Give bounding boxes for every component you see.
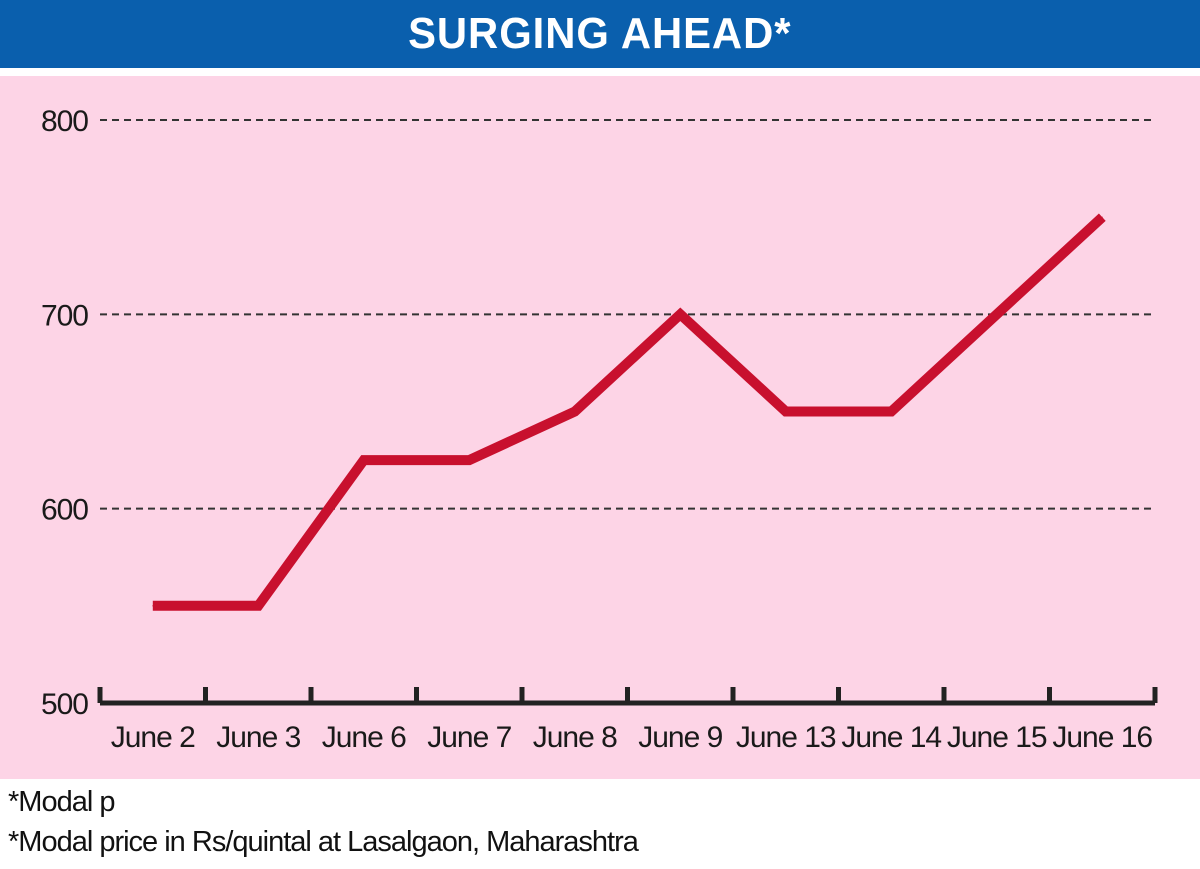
- data-point: [152, 605, 154, 607]
- data-point: [468, 459, 470, 461]
- x-tick-label: June 6: [322, 721, 406, 754]
- gridlines: [100, 119, 1155, 510]
- data-point: [363, 459, 365, 461]
- x-tick-label: June 9: [638, 721, 722, 754]
- x-tick-label: June 16: [1052, 721, 1152, 754]
- x-tick-label: June 14: [841, 721, 941, 754]
- x-axis-tick-labels: June 2 June 3 June 6 June 7 June 8 June 9 June…: [111, 721, 1154, 754]
- x-tick-label: June 7: [427, 721, 511, 754]
- data-point: [1101, 216, 1103, 218]
- y-axis-tick-labels: 500 600 700 800: [41, 105, 89, 721]
- y-tick-label-700: 700: [41, 299, 88, 332]
- data-point: [785, 411, 787, 412]
- y-tick-label-600: 600: [41, 494, 88, 527]
- x-tick-label: June 8: [533, 721, 617, 754]
- data-point: [996, 313, 998, 315]
- y-tick-label-800: 800: [41, 105, 88, 138]
- series-line: [152, 213, 1106, 611]
- title-bar: SURGING AHEAD*: [0, 0, 1200, 68]
- footnote-partial: *Modal p: [8, 786, 115, 818]
- series-layer: [152, 213, 1106, 611]
- footnote-source: *Modal price in Rs/quintal at Lasalgaon,…: [8, 826, 639, 858]
- x-tick-label: June 13: [736, 721, 836, 754]
- x-tick-label: June 15: [947, 721, 1047, 754]
- data-point: [679, 313, 681, 315]
- plot-background: [0, 76, 1200, 779]
- x-tick-label: June 3: [216, 721, 300, 754]
- title-divider: [0, 68, 1200, 76]
- x-tick-label: June 2: [111, 721, 195, 754]
- x-axis: [97, 687, 1158, 706]
- chart-title: SURGING AHEAD*: [408, 9, 792, 58]
- y-tick-label-500: 500: [41, 688, 88, 721]
- data-point: [257, 605, 259, 607]
- data-point: [574, 411, 576, 412]
- data-point: [890, 411, 892, 412]
